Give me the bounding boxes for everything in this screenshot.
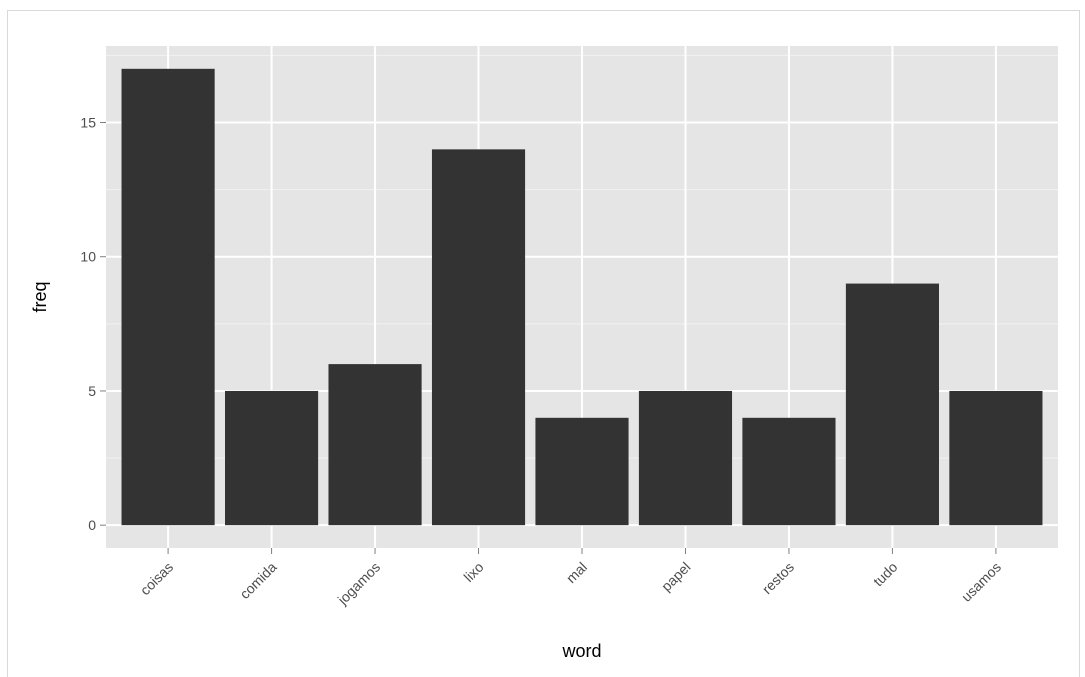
x-tick-label: coisas bbox=[137, 559, 176, 598]
y-axis: 0 5 10 15 bbox=[80, 115, 106, 533]
x-axis: coisas comida jogamos lixo mal papel restos tud… bbox=[137, 548, 1004, 608]
bar-papel bbox=[638, 390, 733, 526]
bar-restos bbox=[742, 417, 836, 526]
bar-tudo bbox=[845, 283, 939, 526]
bar-mal bbox=[535, 417, 629, 526]
bar-comida bbox=[225, 390, 319, 526]
bar-coisas bbox=[121, 68, 215, 526]
x-tick-label: lixo bbox=[460, 559, 486, 585]
x-tick-label: restos bbox=[759, 559, 797, 597]
x-tick-label: tudo bbox=[870, 559, 901, 590]
x-tick-label: comida bbox=[236, 559, 279, 602]
bars bbox=[121, 68, 1043, 526]
y-tick-label: 0 bbox=[88, 517, 96, 533]
y-tick-label: 5 bbox=[88, 383, 96, 399]
x-tick-label: jogamos bbox=[334, 559, 383, 608]
y-tick-label: 10 bbox=[80, 249, 96, 265]
bar-jogamos bbox=[328, 364, 422, 526]
bar-lixo bbox=[431, 149, 526, 526]
x-tick-label: mal bbox=[563, 559, 590, 586]
bar-usamos bbox=[949, 390, 1043, 526]
x-axis-title: word bbox=[561, 641, 601, 661]
y-tick-label: 15 bbox=[80, 115, 96, 131]
y-axis-title: freq bbox=[30, 281, 50, 312]
x-tick-label: usamos bbox=[958, 559, 1004, 605]
x-tick-label: papel bbox=[658, 559, 694, 595]
